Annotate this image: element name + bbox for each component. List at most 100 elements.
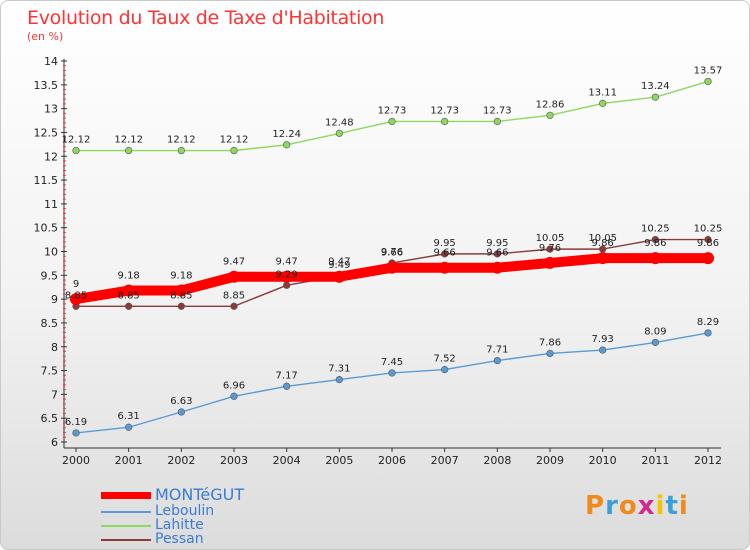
- data-label-lahitte: 13.24: [641, 81, 670, 92]
- data-point-mont-gut: [280, 270, 293, 283]
- data-label-lahitte: 12.73: [430, 105, 459, 116]
- data-point-lahitte: [599, 99, 607, 107]
- logo-letter: t: [665, 491, 679, 521]
- chart-title: Evolution du Taux de Taxe d'Habitation: [27, 7, 385, 29]
- data-label-leboulin: 6.31: [118, 411, 140, 422]
- data-label-pessan: 10.05: [536, 233, 565, 244]
- data-point-leboulin: [493, 356, 501, 365]
- data-point-lahitte: [388, 117, 396, 126]
- y-tick-label: 13: [44, 103, 58, 116]
- data-point-pessan: [546, 245, 554, 253]
- legend-swatch-pessan: [101, 539, 151, 541]
- x-tick-label: 2006: [378, 454, 406, 467]
- legend-label-pessan: Pessan: [155, 531, 204, 547]
- data-label-mont-gut: 9.47: [328, 257, 350, 268]
- data-point-mont-gut: [491, 261, 504, 274]
- logo-letter: r: [605, 491, 619, 521]
- data-point-leboulin: [651, 338, 659, 347]
- data-label-mont-gut: 9.66: [486, 248, 508, 259]
- data-point-lahitte: [72, 146, 80, 155]
- data-label-mont-gut: 9.18: [118, 271, 140, 282]
- data-point-leboulin: [230, 392, 238, 400]
- data-label-lahitte: 12.86: [536, 99, 565, 110]
- data-label-leboulin: 7.52: [434, 354, 456, 365]
- legend-label-leboulin: Leboulin: [155, 503, 215, 519]
- x-tick-label: 2012: [694, 454, 722, 467]
- data-label-leboulin: 8.29: [697, 317, 719, 328]
- data-label-mont-gut: 9.66: [381, 248, 403, 259]
- x-tick-label: 2008: [483, 454, 511, 467]
- data-point-mont-gut: [596, 252, 609, 265]
- legend-label-montegut: MONTéGUT: [155, 485, 245, 504]
- data-point-mont-gut: [386, 261, 398, 274]
- data-label-leboulin: 6.63: [170, 396, 192, 407]
- data-point-pessan: [177, 302, 185, 310]
- x-tick-label: 2010: [589, 454, 617, 467]
- data-point-lahitte: [283, 141, 291, 149]
- logo-letter: x: [637, 491, 656, 521]
- logo-letter: i: [678, 491, 689, 521]
- data-point-pessan: [230, 302, 238, 310]
- y-tick-label: 9: [51, 293, 58, 306]
- data-label-leboulin: 6.96: [223, 380, 245, 391]
- y-tick-label: 9.5: [41, 269, 59, 282]
- data-label-pessan: 8.85: [223, 290, 245, 301]
- data-point-leboulin: [125, 423, 133, 431]
- data-label-mont-gut: 9: [73, 279, 79, 290]
- data-label-pessan: 9.95: [486, 238, 508, 249]
- data-label-pessan: 10.25: [641, 224, 670, 235]
- data-label-mont-gut: 9.86: [697, 238, 719, 249]
- x-tick-label: 2011: [641, 454, 669, 467]
- x-tick-label: 2000: [62, 454, 90, 467]
- data-label-pessan: 10.05: [588, 233, 617, 244]
- data-point-leboulin: [72, 429, 80, 437]
- data-point-mont-gut: [228, 270, 240, 283]
- data-label-leboulin: 7.17: [276, 370, 298, 381]
- y-tick-label: 14: [44, 55, 58, 68]
- data-label-lahitte: 12.24: [272, 129, 301, 140]
- data-point-leboulin: [388, 369, 396, 377]
- y-tick-label: 8: [51, 341, 58, 354]
- chart-subtitle: (en %): [27, 30, 64, 43]
- data-point-leboulin: [441, 366, 449, 374]
- data-point-pessan: [493, 250, 501, 258]
- data-label-mont-gut: 9.76: [539, 243, 561, 254]
- data-label-mont-gut: 9.47: [276, 257, 298, 268]
- data-label-lahitte: 12.73: [483, 105, 512, 116]
- data-point-lahitte: [125, 146, 133, 155]
- data-label-lahitte: 12.12: [167, 135, 196, 146]
- data-point-pessan: [441, 250, 449, 258]
- data-point-leboulin: [599, 346, 607, 354]
- data-point-leboulin: [283, 382, 291, 390]
- data-label-leboulin: 7.45: [381, 357, 403, 368]
- data-label-lahitte: 12.12: [114, 135, 143, 146]
- x-tick-label: 2002: [167, 454, 195, 467]
- data-label-mont-gut: 9.47: [223, 257, 245, 268]
- data-label-pessan: 8.85: [170, 290, 192, 301]
- legend-label-lahitte: Lahitte: [155, 517, 204, 533]
- data-label-mont-gut: 9.86: [592, 238, 614, 249]
- data-label-leboulin: 7.86: [539, 337, 561, 348]
- x-tick-label: 2003: [220, 454, 248, 467]
- y-tick-label: 11: [44, 198, 58, 211]
- data-label-pessan: 10.25: [694, 224, 723, 235]
- data-point-leboulin: [546, 349, 554, 358]
- y-tick-label: 10: [44, 246, 58, 259]
- data-point-mont-gut: [333, 270, 346, 283]
- data-label-pessan: 9.95: [434, 238, 456, 249]
- data-label-leboulin: 7.93: [592, 334, 614, 345]
- proxiti-logo: Proxiti: [585, 491, 689, 521]
- logo-letter: o: [618, 491, 638, 521]
- data-point-lahitte: [493, 117, 501, 126]
- y-tick-label: 13.5: [34, 79, 59, 92]
- data-label-pessan: 8.85: [118, 290, 140, 301]
- y-tick-label: 11.5: [34, 174, 59, 187]
- x-tick-label: 2007: [431, 454, 459, 467]
- data-point-leboulin: [177, 408, 185, 416]
- x-tick-label: 2001: [115, 454, 143, 467]
- x-tick-label: 2005: [325, 454, 353, 467]
- y-tick-label: 8.5: [41, 317, 59, 330]
- data-label-leboulin: 8.09: [644, 326, 666, 337]
- data-point-lahitte: [704, 77, 712, 86]
